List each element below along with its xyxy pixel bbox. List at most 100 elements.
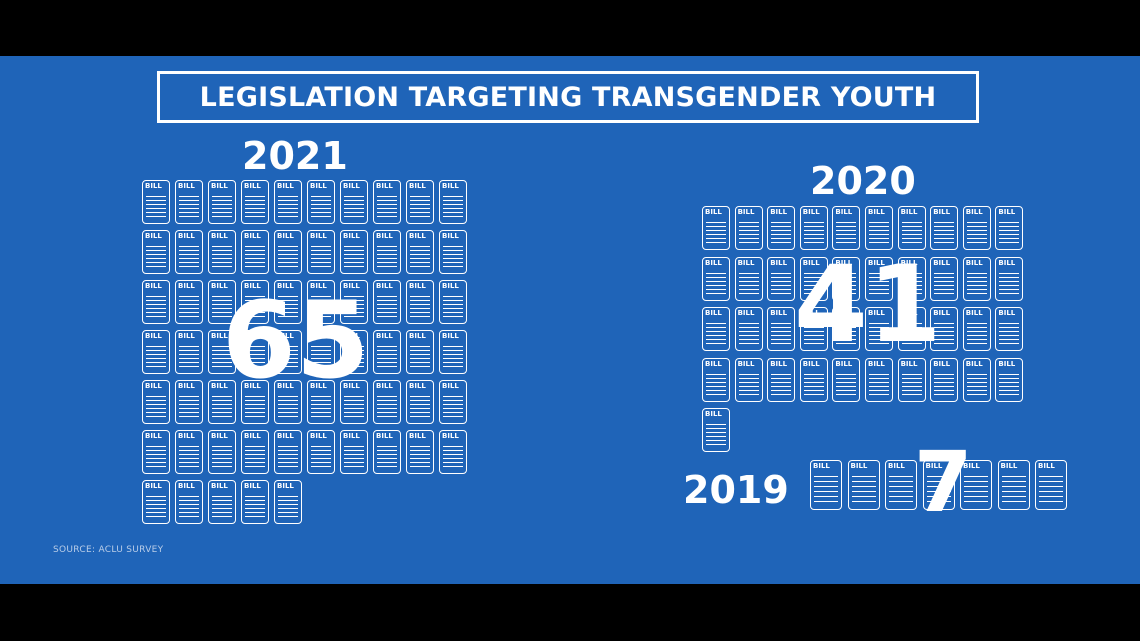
bill-icon-line — [146, 446, 166, 447]
bill-icon-line — [245, 504, 265, 505]
bill-icon-line — [179, 196, 199, 197]
bill-icon-line — [706, 288, 726, 290]
bill-icon-line — [934, 280, 955, 282]
bill-icon-label: BILL — [835, 309, 853, 317]
bill-icon-line — [245, 262, 265, 263]
bill-icon-line — [212, 266, 232, 267]
bill-icon: BILL — [406, 330, 434, 374]
bill-icon-line — [179, 358, 199, 359]
bill-icon-line — [901, 288, 922, 290]
bill-icon-line — [377, 212, 397, 213]
bill-icon-line — [964, 486, 988, 487]
bill-icon-line — [146, 366, 166, 367]
bill-icon: BILL — [962, 357, 991, 402]
bill-icon-label: BILL — [705, 208, 722, 216]
bill-icon-line — [179, 416, 199, 417]
bill-icon: BILL — [734, 307, 763, 351]
bill-icon-label: BILL — [900, 258, 918, 267]
bill-icon-line — [836, 343, 857, 344]
bill-icon-line — [934, 284, 955, 286]
bill-icon-line — [443, 446, 463, 447]
bill-icon-line — [146, 254, 166, 255]
bill-icon-line — [410, 454, 430, 455]
bill-icon-line — [738, 373, 759, 375]
bill-icon-line — [706, 222, 726, 223]
bill-icon-line — [245, 246, 265, 247]
bill-icon-label: BILL — [178, 332, 195, 340]
bill-icon-label: BILL — [998, 309, 1016, 317]
bill-icon-line — [706, 436, 726, 437]
bill-icon: BILL — [241, 180, 269, 224]
bill-icon-line — [212, 466, 232, 467]
bill-icon-line — [146, 346, 166, 347]
bill-icon-label: BILL — [963, 462, 980, 470]
bill-icon-line — [410, 212, 430, 213]
bill-icon-line — [1039, 501, 1063, 502]
bill-icon-line — [212, 258, 232, 259]
bill-icon-line — [814, 481, 838, 482]
bill-icon-line — [311, 204, 331, 205]
bill-icon-line — [311, 266, 331, 267]
bill-icon-line — [410, 354, 430, 355]
bill-icon-line — [212, 216, 232, 217]
bill-icon-line — [901, 222, 922, 223]
bill-icon-line — [179, 366, 199, 367]
bill-icon-line — [999, 339, 1020, 340]
bill-icon-line — [443, 308, 463, 309]
bill-icon-label: BILL — [442, 282, 459, 290]
bill-icon: BILL — [340, 380, 368, 424]
bill-icon: BILL — [241, 380, 269, 424]
bill-icon-line — [999, 373, 1020, 375]
bill-icon-line — [901, 331, 922, 332]
bill-icon-line — [836, 238, 857, 239]
bill-icon-line — [245, 208, 265, 209]
bill-icon-line — [410, 266, 430, 267]
bill-icon-line — [344, 454, 364, 455]
bill-icon-line — [851, 496, 876, 497]
bill-icon-line — [377, 304, 397, 305]
bill-icon-line — [278, 204, 298, 205]
bill-icon-line — [344, 262, 364, 263]
bill-icon-line — [803, 242, 824, 243]
bill-icon-line — [934, 377, 955, 379]
bill-icon-line — [410, 204, 430, 205]
bill-icon-line — [410, 316, 430, 317]
bill-icon-line — [706, 280, 726, 282]
bill-icon-line — [926, 481, 951, 482]
bill-icon-line — [344, 450, 364, 451]
bill-icon-line — [706, 428, 726, 429]
bill-icon: BILL — [142, 480, 170, 524]
bill-icon-line — [934, 389, 955, 391]
bill-icon-line — [966, 280, 987, 282]
bill-icon-line — [377, 258, 397, 259]
bill-icon-line — [344, 296, 364, 297]
bill-icon-line — [706, 424, 726, 425]
bill-icon-label: BILL — [277, 332, 294, 340]
bill-icon: BILL — [885, 460, 917, 510]
bill-icon-line — [934, 339, 955, 340]
bill-icon: BILL — [439, 280, 467, 324]
bill-icon-line — [999, 226, 1020, 227]
bill-icon-line — [311, 458, 331, 459]
bill-icon-line — [869, 373, 889, 375]
bill-icon: BILL — [799, 256, 828, 301]
bill-icon-line — [212, 496, 232, 497]
bill-icon: BILL — [767, 206, 796, 250]
bill-icon-label: BILL — [277, 282, 294, 290]
count-2020: 41 — [794, 243, 942, 366]
bill-icon-line — [245, 362, 265, 363]
bill-icon-line — [410, 300, 430, 301]
bill-icon-line — [901, 327, 922, 328]
bill-icon-line — [706, 272, 726, 274]
bill-icon-line — [706, 327, 726, 328]
bill-icon-line — [836, 339, 857, 340]
bill-icon-line — [212, 296, 232, 297]
bill-icon-line — [146, 408, 166, 409]
bill-icon-line — [803, 385, 824, 387]
bill-icon-line — [146, 250, 166, 251]
bill-icon-line — [212, 450, 232, 451]
bill-icon-line — [803, 381, 824, 383]
bill-icon-line — [443, 204, 463, 205]
bill-icon-label: BILL — [868, 208, 885, 216]
bill-icon-line — [966, 272, 987, 274]
